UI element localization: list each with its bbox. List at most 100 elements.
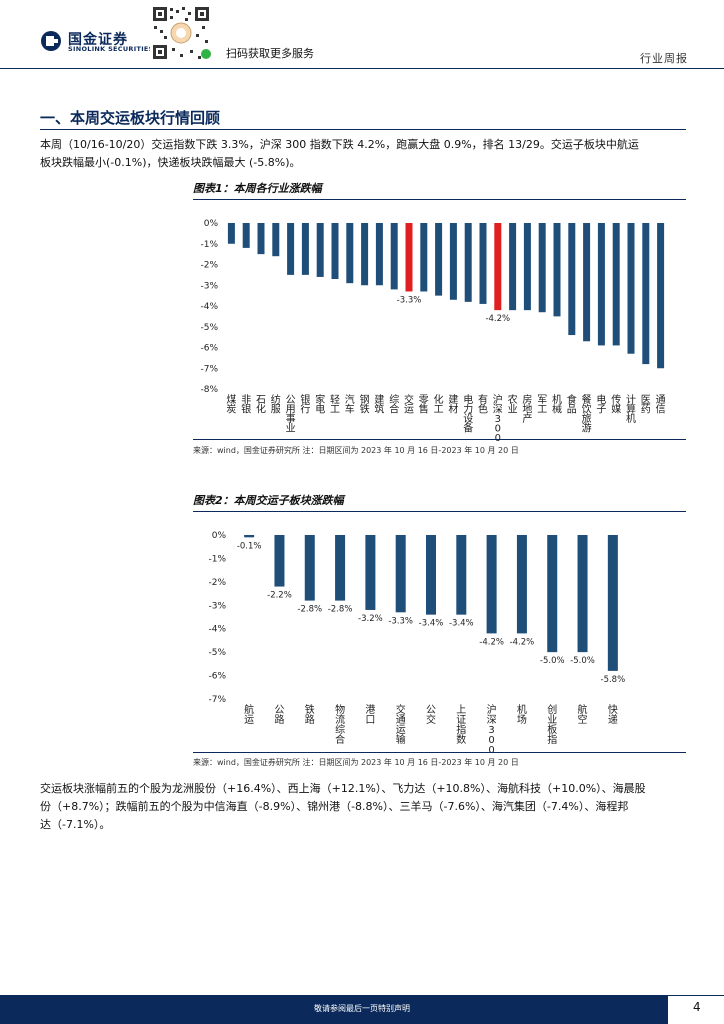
category-label: 石	[256, 395, 266, 406]
category-label: 公	[286, 395, 296, 406]
category-label: 运	[396, 724, 406, 736]
category-label: 医	[641, 394, 651, 406]
bar-军工	[538, 223, 546, 313]
y-tick-label: -6%	[208, 672, 226, 682]
category-label: 物	[335, 703, 345, 716]
category-label: 路	[305, 713, 315, 726]
category-label: 上	[456, 704, 466, 716]
category-label: 非	[241, 394, 251, 406]
y-tick-label: 0%	[204, 219, 219, 229]
bar-煤炭	[227, 223, 235, 244]
y-tick-label: -3%	[200, 281, 218, 291]
category-label: 信	[656, 404, 666, 416]
bar-沪深300	[486, 535, 497, 634]
y-tick-label: 0%	[212, 531, 227, 541]
footer-disclaimer[interactable]: 敬请参阅最后一页特别声明	[314, 1004, 410, 1013]
bar-机场	[516, 535, 527, 634]
category-label: 电	[315, 403, 325, 416]
summary-paragraph: 本周（10/16-10/20）交运指数下跌 3.3%，沪深 300 指数下跌 4…	[40, 136, 688, 172]
y-tick-label: -3%	[208, 601, 226, 611]
category-label: 证	[456, 714, 466, 726]
summary-line: 板块跌幅最小(-0.1%)，快递板块跌幅最大 (-5.8%)。	[40, 156, 301, 169]
qr-code-icon[interactable]	[150, 4, 212, 62]
category-label: 房	[522, 393, 532, 406]
data-label: -5.0%	[540, 656, 565, 666]
bar-电力设备	[464, 223, 472, 302]
bar-交通运输	[395, 535, 406, 613]
data-label: -5.8%	[601, 675, 626, 685]
category-label: 合	[389, 403, 399, 416]
data-label: -3.4%	[449, 619, 474, 629]
category-label: 化	[434, 393, 444, 406]
category-label: 路	[274, 713, 284, 726]
category-label: 运	[244, 714, 254, 726]
category-label: 深	[487, 714, 497, 726]
category-label: 媒	[611, 404, 621, 416]
bar-上证指数	[456, 535, 467, 615]
category-label: 械	[552, 403, 562, 416]
category-label: 地	[522, 403, 532, 416]
data-label: -3.3%	[397, 295, 422, 305]
category-label: 游	[582, 422, 592, 435]
y-tick-label: -8%	[200, 385, 218, 395]
bar-航空	[577, 535, 588, 653]
category-label: 机	[626, 412, 636, 425]
bar-公用事业	[287, 223, 295, 275]
category-label: 3	[495, 414, 501, 425]
category-label: 航	[578, 703, 588, 716]
category-label: 零	[419, 394, 429, 406]
category-label: 3	[488, 725, 494, 736]
category-label: 0	[495, 433, 501, 444]
category-label: 事	[286, 412, 296, 425]
y-tick-label: -6%	[200, 344, 218, 354]
bar-餐饮旅游	[583, 223, 591, 342]
figure2-source: 来源：wind，国金证券研究所 注：日期区间为 2023 年 10 月 16 日…	[193, 758, 519, 767]
category-label: 工	[434, 405, 444, 416]
category-label: 车	[345, 403, 355, 416]
category-label: 业	[508, 404, 518, 416]
bar-银行	[301, 223, 309, 275]
report-type: 行业周报	[640, 52, 688, 65]
category-label: 煤	[226, 393, 236, 406]
category-label: 交	[426, 713, 436, 726]
y-tick-label: -4%	[208, 625, 226, 635]
category-label: 汽	[345, 393, 355, 406]
category-label: 纺	[271, 393, 281, 406]
bar-创业板指	[547, 535, 558, 653]
y-tick-label: -1%	[208, 554, 226, 564]
bar-快递	[607, 535, 618, 671]
bar-汽车	[346, 223, 354, 284]
category-label: 家	[315, 393, 325, 406]
category-label: 轻	[330, 393, 340, 406]
figure1-title: 图表1：本周各行业涨跌幅	[193, 182, 322, 195]
category-label: 电	[596, 393, 606, 406]
bar-沪深300	[494, 223, 502, 311]
category-label: 有	[478, 393, 488, 406]
category-label: 综	[335, 723, 345, 736]
y-tick-label: -7%	[208, 695, 226, 705]
figure2-top-rule	[193, 511, 686, 512]
category-label: 银	[300, 393, 310, 406]
brand-name-en: SINOLINK SECURITIES	[68, 45, 154, 53]
category-label: 快	[608, 704, 618, 716]
bar-纺服	[272, 223, 280, 257]
category-label: 筑	[374, 403, 384, 416]
category-label: 工	[537, 405, 547, 416]
category-label: 指	[547, 733, 557, 746]
bar-医药	[642, 223, 650, 365]
category-label: 铁	[360, 403, 370, 416]
category-label: 业	[547, 714, 557, 726]
category-label: 业	[286, 423, 296, 435]
data-label: -0.1%	[237, 541, 262, 551]
figure1-top-rule	[193, 199, 686, 200]
category-label: 指	[456, 723, 466, 736]
category-label: 沪	[487, 703, 497, 716]
category-label: 深	[493, 404, 503, 416]
category-label: 品	[567, 404, 577, 416]
category-label: 通	[656, 394, 666, 406]
bar-计算机	[627, 223, 635, 354]
bar-建材	[449, 223, 457, 300]
category-label: 港	[365, 704, 375, 716]
scan-prompt: 扫码获取更多服务	[226, 47, 314, 60]
